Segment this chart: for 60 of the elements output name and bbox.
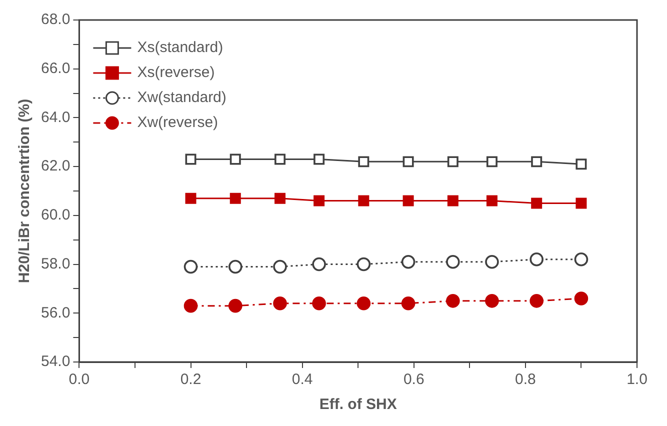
point bbox=[314, 154, 325, 165]
legend-label: Xw(standard) bbox=[137, 89, 226, 106]
x-axis-title: Eff. of SHX bbox=[319, 396, 397, 414]
point bbox=[446, 294, 460, 308]
point bbox=[230, 154, 241, 165]
x-tick-label: 0.2 bbox=[180, 371, 202, 388]
point bbox=[486, 156, 498, 168]
x-tick-label: 0.0 bbox=[68, 371, 90, 388]
point bbox=[358, 156, 370, 168]
y-tick-label: 54.0 bbox=[40, 353, 70, 370]
point bbox=[358, 195, 370, 206]
point bbox=[312, 296, 326, 310]
point bbox=[574, 252, 588, 266]
point bbox=[274, 192, 286, 204]
point bbox=[486, 195, 498, 206]
y-tick-label: 56.0 bbox=[40, 304, 70, 322]
point bbox=[576, 198, 587, 209]
x-tick-label: 0.6 bbox=[403, 371, 424, 388]
point bbox=[312, 257, 326, 272]
point bbox=[530, 294, 544, 308]
point bbox=[446, 254, 460, 269]
point bbox=[356, 257, 371, 272]
y-tick-label: 68.0 bbox=[40, 11, 70, 28]
point bbox=[185, 192, 196, 204]
legend-label: Xw(reverse) bbox=[137, 114, 218, 132]
point bbox=[530, 252, 544, 266]
y-tick-label: 62.0 bbox=[40, 158, 70, 175]
point bbox=[531, 156, 542, 168]
y-tick-label: 64.0 bbox=[40, 108, 70, 126]
legend-label: Xs(reverse) bbox=[137, 64, 215, 82]
point bbox=[402, 195, 414, 206]
point bbox=[184, 298, 198, 313]
point bbox=[230, 192, 241, 204]
point bbox=[531, 198, 542, 209]
x-tick-label: 1.0 bbox=[626, 371, 648, 388]
point bbox=[401, 254, 416, 269]
point bbox=[485, 254, 499, 269]
x-tick-label: 0.8 bbox=[515, 371, 536, 388]
y-axis-title: H20/LiBr concentrtion (%) bbox=[16, 98, 34, 284]
point bbox=[228, 298, 242, 313]
legend-label: Xs(standard) bbox=[137, 39, 224, 56]
y-tick-label: 60.0 bbox=[40, 206, 70, 224]
point bbox=[314, 195, 325, 206]
point bbox=[485, 294, 499, 308]
point bbox=[576, 158, 587, 170]
point bbox=[447, 156, 458, 168]
point bbox=[574, 292, 588, 306]
point bbox=[401, 296, 416, 310]
point bbox=[274, 154, 286, 165]
point bbox=[273, 296, 287, 310]
y-tick-label: 66.0 bbox=[40, 60, 70, 77]
point bbox=[356, 296, 371, 310]
point bbox=[228, 260, 242, 274]
point bbox=[447, 195, 458, 206]
point bbox=[184, 260, 198, 274]
point bbox=[185, 154, 196, 165]
y-tick-label: 58.0 bbox=[40, 255, 70, 272]
point bbox=[273, 260, 287, 274]
x-tick-label: 0.4 bbox=[292, 371, 313, 388]
point bbox=[402, 156, 414, 168]
